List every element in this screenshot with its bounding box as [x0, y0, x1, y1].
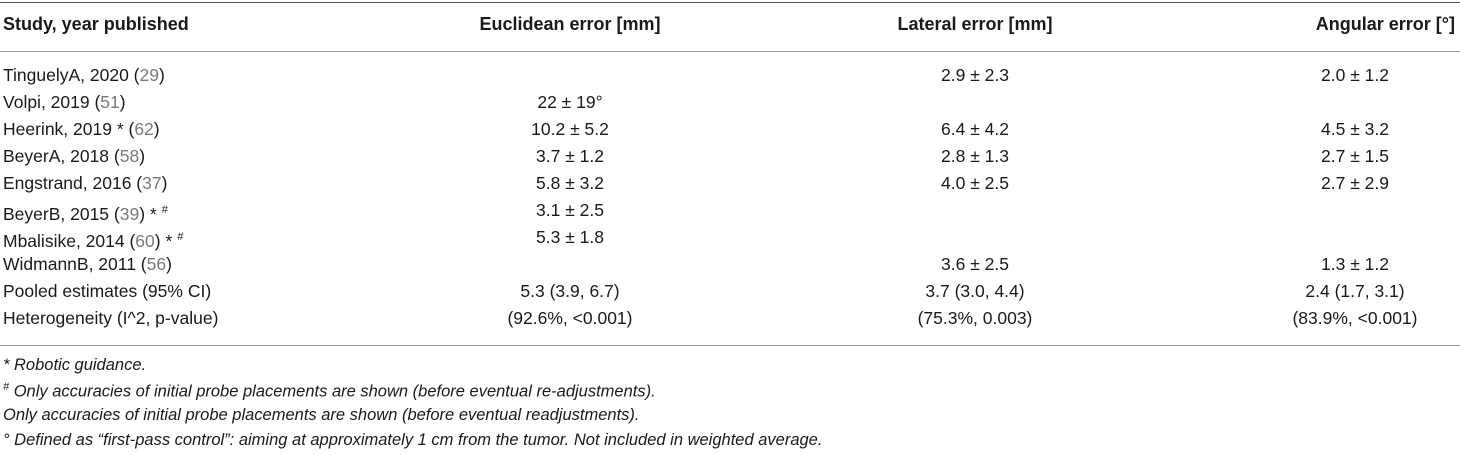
cell-angular: (83.9%, <0.001) — [1292, 308, 1418, 328]
study-suffix: ) — [153, 119, 160, 139]
cell-angular: 2.7 ± 2.9 — [1321, 173, 1389, 193]
study-suffix: ) — [119, 92, 126, 112]
table-row: WidmannB, 2011 (56) 3.6 ± 2.5 1.3 ± 1.2 — [0, 251, 1460, 278]
footnote-hash-mark: # — [3, 381, 10, 393]
study-name: BeyerA, 2018 ( — [3, 146, 120, 166]
reference-link[interactable]: 39 — [119, 203, 140, 224]
cell-angular: 2.4 (1.7, 3.1) — [1305, 281, 1405, 301]
study-name: TinguelyA, 2020 ( — [3, 65, 140, 85]
table-row: Volpi, 2019 (51) 22 ± 19° — [0, 89, 1460, 116]
header-lateral: Lateral error [mm] — [897, 14, 1053, 34]
header-euclidean: Euclidean error [mm] — [479, 14, 661, 34]
footnote-mark: # — [161, 204, 168, 216]
cell-lateral: 2.9 ± 2.3 — [941, 65, 1009, 85]
cell-euclidean: 3.7 ± 1.2 — [536, 146, 604, 166]
table-row: TinguelyA, 2020 (29) 2.9 ± 2.3 2.0 ± 1.2 — [0, 62, 1460, 89]
study-name: Heterogeneity (I^2, p-value) — [3, 308, 219, 328]
study-name: Pooled estimates (95% CI) — [3, 281, 212, 301]
study-suffix: ) — [139, 146, 146, 166]
reference-link[interactable]: 56 — [146, 254, 167, 274]
study-suffix: ) — [161, 173, 168, 193]
cell-lateral: 3.6 ± 2.5 — [941, 254, 1009, 274]
study-suffix: ) * — [139, 203, 162, 224]
footnote-initial: # Only accuracies of initial probe place… — [3, 381, 656, 402]
cell-study: Pooled estimates (95% CI) — [3, 278, 211, 305]
study-name: Heerink, 2019 * ( — [3, 119, 135, 139]
cell-study: Volpi, 2019 (51) — [3, 89, 126, 116]
footnote-initial-plain: Only accuracies of initial probe placeme… — [3, 406, 640, 424]
cell-angular: 2.0 ± 1.2 — [1321, 65, 1389, 85]
study-name: Volpi, 2019 ( — [3, 92, 101, 112]
cell-lateral: 6.4 ± 4.2 — [941, 119, 1009, 139]
reference-link[interactable]: 29 — [139, 65, 159, 85]
table-row: BeyerA, 2018 (58) 3.7 ± 1.2 2.8 ± 1.3 2.7 ±… — [0, 143, 1460, 170]
reference-link[interactable]: 62 — [134, 119, 154, 139]
cell-angular: 4.5 ± 3.2 — [1321, 119, 1389, 139]
cell-lateral: 3.7 (3.0, 4.4) — [925, 281, 1025, 301]
reference-link[interactable]: 58 — [119, 146, 140, 166]
table-row: Engstrand, 2016 (37) 5.8 ± 3.2 4.0 ± 2.5 2.… — [0, 170, 1460, 197]
table-row: Heterogeneity (I^2, p-value) (92.6%, <0.0… — [0, 305, 1460, 332]
reference-link[interactable]: 37 — [142, 173, 162, 193]
cell-euclidean: 22 ± 19° — [537, 92, 603, 112]
cell-study: BeyerB, 2015 (39) * # — [3, 197, 168, 228]
cell-study: Heterogeneity (I^2, p-value) — [3, 305, 218, 332]
cell-study: TinguelyA, 2020 (29) — [3, 62, 165, 89]
cell-study: Mbalisike, 2014 (60) * # — [3, 224, 183, 255]
cell-study: Heerink, 2019 * (62) — [3, 116, 160, 143]
study-name: Mbalisike, 2014 ( — [3, 230, 136, 251]
study-suffix: ) — [166, 254, 172, 274]
cell-euclidean: 3.1 ± 2.5 — [536, 200, 604, 220]
study-suffix: ) — [158, 65, 165, 85]
cell-euclidean: 5.3 (3.9, 6.7) — [520, 281, 620, 301]
footnote-initial-text: Only accuracies of initial probe placeme… — [9, 382, 656, 401]
cell-study: Engstrand, 2016 (37) — [3, 170, 167, 197]
cell-euclidean: 5.8 ± 3.2 — [536, 173, 604, 193]
study-name: Engstrand, 2016 ( — [3, 173, 143, 193]
cell-lateral: 4.0 ± 2.5 — [941, 173, 1009, 193]
table-row: BeyerB, 2015 (39) * #3.1 ± 2.5 — [0, 197, 1460, 224]
cell-euclidean: (92.6%, <0.001) — [507, 308, 633, 328]
header-study: Study, year published — [3, 14, 189, 34]
footnote-first-pass: ° Defined as “first-pass control”: aimin… — [3, 431, 823, 449]
footnote-robotic: * Robotic guidance. — [3, 356, 147, 374]
table-top-rule — [0, 2, 1460, 3]
study-name: WidmannB, 2011 ( — [3, 254, 147, 274]
cell-lateral: (75.3%, 0.003) — [917, 308, 1033, 328]
cell-angular: 1.3 ± 1.2 — [1321, 254, 1389, 274]
cell-study: BeyerA, 2018 (58) — [3, 143, 145, 170]
cell-study: WidmannB, 2011 (56) — [3, 251, 172, 278]
reference-link[interactable]: 60 — [135, 230, 155, 251]
header-angular: Angular error [°] — [1315, 14, 1455, 34]
footnote-mark: # — [177, 231, 184, 243]
header-rule — [0, 51, 1460, 52]
cell-angular: 2.7 ± 1.5 — [1321, 146, 1389, 166]
table-row: Heerink, 2019 * (62) 10.2 ± 5.2 6.4 ± 4.2 4… — [0, 116, 1460, 143]
study-name: BeyerB, 2015 ( — [3, 203, 120, 224]
table-bottom-rule — [0, 345, 1460, 346]
cell-lateral: 2.8 ± 1.3 — [941, 146, 1009, 166]
reference-link[interactable]: 51 — [100, 92, 120, 112]
table-row: Mbalisike, 2014 (60) * #5.3 ± 1.8 — [0, 224, 1460, 251]
table-row: Pooled estimates (95% CI) 5.3 (3.9, 6.7) 3… — [0, 278, 1460, 305]
cell-euclidean: 10.2 ± 5.2 — [531, 119, 609, 139]
cell-euclidean: 5.3 ± 1.8 — [536, 227, 604, 247]
study-suffix: ) * — [154, 230, 178, 251]
